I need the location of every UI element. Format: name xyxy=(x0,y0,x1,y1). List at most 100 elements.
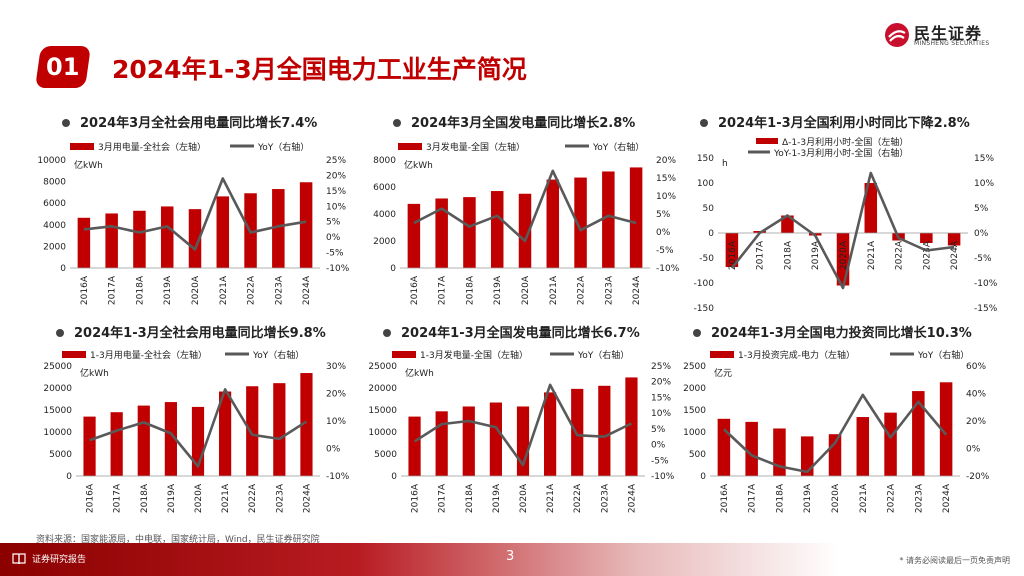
bullet-icon xyxy=(383,328,391,337)
x-tick-label: 2021A xyxy=(221,483,231,513)
bar xyxy=(518,193,532,268)
bar xyxy=(864,183,878,233)
bar xyxy=(273,383,286,476)
book-icon xyxy=(12,553,26,565)
y-tick-label: 5000 xyxy=(374,450,397,460)
y-tick-label: 2000 xyxy=(43,242,66,252)
x-tick-label: 2024A xyxy=(302,275,312,305)
bar xyxy=(110,412,123,476)
chart-3-title-text: 2024年1-3月全国利用小时同比下降2.8% xyxy=(718,116,970,131)
y2-tick-label: 0% xyxy=(651,441,666,451)
bar xyxy=(544,392,557,476)
bar xyxy=(246,386,259,476)
bar xyxy=(602,171,615,268)
x-tick-label: 2020A xyxy=(519,483,529,513)
y-tick-label: 8000 xyxy=(373,156,396,166)
x-tick-label: 2018A xyxy=(783,240,793,270)
legend-bar-label: 1-3月发电量-全国（左轴） xyxy=(420,349,528,361)
x-tick-label: 2018A xyxy=(140,483,150,513)
bar xyxy=(598,385,611,476)
x-tick-label: 2022A xyxy=(887,483,897,513)
legend-bar-label: 1-3月投资完成-电力（左轴） xyxy=(738,349,855,361)
legend-line-label: YoY-1-3月利用小时-全国（右轴） xyxy=(773,147,908,159)
bullet-icon xyxy=(693,328,701,337)
axis-unit-label: 亿元 xyxy=(714,367,732,379)
x-tick-label: 2019A xyxy=(167,483,177,513)
y-tick-label: 1500 xyxy=(683,406,706,416)
y2-tick-label: -15% xyxy=(974,304,998,314)
x-tick-label: 2023A xyxy=(274,275,284,305)
y-tick-label: 25000 xyxy=(43,362,72,372)
axis-unit-label: 亿kWh xyxy=(74,159,103,171)
x-tick-label: 2016A xyxy=(86,483,96,513)
x-tick-label: 2021A xyxy=(859,483,869,513)
bar xyxy=(947,233,961,246)
y2-tick-label: 20% xyxy=(326,390,346,400)
bar xyxy=(77,217,91,268)
chart-2-title-text: 2024年3月全国发电量同比增长2.8% xyxy=(411,116,636,131)
y2-tick-label: 5% xyxy=(656,210,671,220)
x-tick-label: 2018A xyxy=(465,483,475,513)
bar xyxy=(83,416,96,476)
bar xyxy=(745,421,758,476)
x-tick-label: 2017A xyxy=(748,483,758,513)
y-tick-label: 2000 xyxy=(373,237,396,247)
chart-3-plot: Δ-1-3月利用小时-全国（左轴）YoY-1-3月利用小时-全国（右轴） h -15… xyxy=(694,136,998,314)
y2-tick-label: -10% xyxy=(326,264,350,274)
x-tick-label: 2022A xyxy=(577,275,587,305)
y-tick-label: -50 xyxy=(699,254,714,264)
axis-unit-label: 亿kWh xyxy=(404,159,433,171)
bar xyxy=(216,196,230,268)
chart-5-plot: 1-3月发电量-全国（左轴） YoY（右轴） 亿kWh 0 5000 10000 15000… xyxy=(368,349,675,513)
bar xyxy=(546,179,560,268)
disclaimer-note: * 请务必阅读最后一页免责声明 xyxy=(899,556,1010,565)
bar xyxy=(407,203,421,268)
x-tick-label: 2018A xyxy=(775,483,785,513)
y-tick-label: 4000 xyxy=(373,210,396,220)
y-tick-label: 50 xyxy=(703,204,715,214)
x-tick-label: 2019A xyxy=(492,483,502,513)
y-tick-label: 10000 xyxy=(37,156,66,166)
x-tick-label: 2017A xyxy=(756,240,766,270)
y2-tick-label: -10% xyxy=(651,472,675,482)
y-tick-label: 100 xyxy=(697,179,714,189)
y-tick-label: 0 xyxy=(708,229,714,239)
x-tick-label: 2021A xyxy=(549,275,559,305)
x-tick-label: 2016A xyxy=(720,483,730,513)
legend-bar-label: Δ-1-3月利用小时-全国（左轴） xyxy=(782,136,908,148)
y2-tick-label: 30% xyxy=(326,362,346,372)
x-tick-label: 2020A xyxy=(521,275,531,305)
y2-tick-label: 5% xyxy=(326,218,341,228)
legend-bar-swatch xyxy=(392,351,416,358)
bar xyxy=(408,416,421,476)
x-tick-label: 2020A xyxy=(831,483,841,513)
bar xyxy=(188,209,202,268)
axis-unit-label: 亿kWh xyxy=(80,367,109,379)
company-logo: 民生证券 MINSHENG SECURITIES xyxy=(884,18,1004,54)
x-tick-label: 2016A xyxy=(80,275,90,305)
y2-tick-label: -10% xyxy=(974,279,998,289)
bar xyxy=(219,391,232,476)
y-tick-label: 0 xyxy=(60,264,66,274)
bar xyxy=(939,382,953,476)
y2-tick-label: 20% xyxy=(326,171,346,181)
bar xyxy=(105,213,118,268)
bar xyxy=(435,198,448,268)
y-tick-label: 15000 xyxy=(43,406,72,416)
bar xyxy=(164,402,177,476)
bar xyxy=(490,191,504,268)
legend-line-label: YoY（右轴） xyxy=(592,141,644,153)
x-tick-label: 2024A xyxy=(632,275,642,305)
y-tick-label: 15000 xyxy=(368,406,397,416)
y-tick-label: 25000 xyxy=(368,362,397,372)
y2-tick-label: 0% xyxy=(974,229,989,239)
legend-bar-swatch xyxy=(398,143,422,150)
logo-text-cn: 民生证券 xyxy=(914,24,983,43)
axis-unit-label: 亿kWh xyxy=(405,367,434,379)
chart-1-title-text: 2024年3月全社会用电量同比增长7.4% xyxy=(80,116,318,131)
x-tick-label: 2024A xyxy=(302,483,312,513)
logo-text-en: MINSHENG SECURITIES xyxy=(914,40,990,47)
y2-tick-label: 5% xyxy=(974,204,989,214)
chart-3-title: 2024年1-3月全国利用小时同比下降2.8% xyxy=(700,112,970,131)
x-tick-label: 2021A xyxy=(219,275,229,305)
